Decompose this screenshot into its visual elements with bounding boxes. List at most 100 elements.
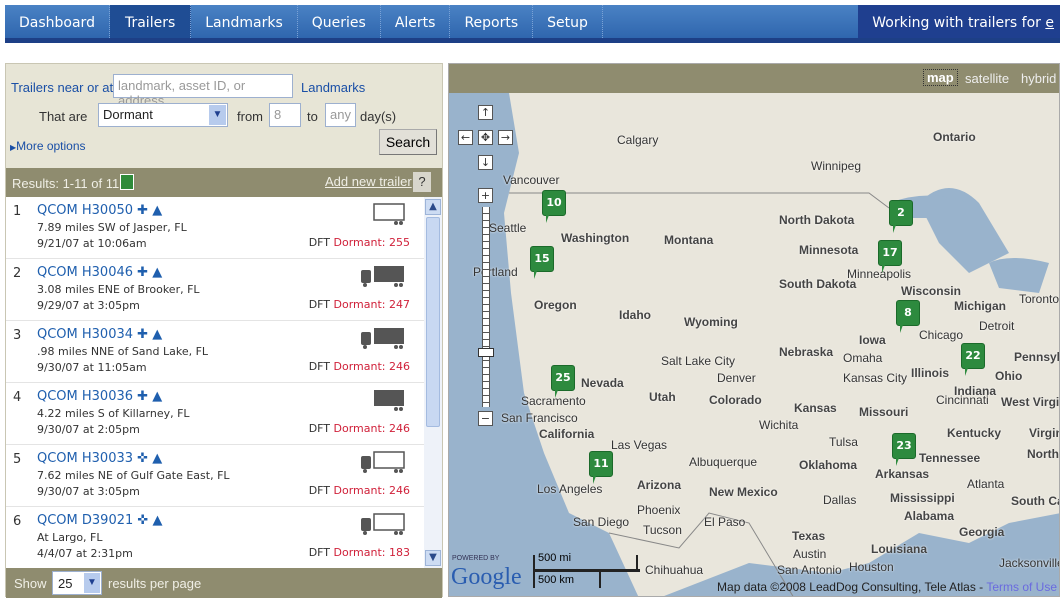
map-label: Michigan	[954, 299, 1007, 313]
excel-export-icon[interactable]	[120, 174, 134, 190]
table-row[interactable]: 5 QCOM H30033 ✜ ▲ 7.62 miles NE of Gulf …	[6, 445, 424, 507]
working-link[interactable]: e	[1045, 15, 1054, 31]
zoom-in-icon[interactable]: +	[478, 188, 493, 203]
dormant-status: Dormant: 246	[333, 484, 410, 497]
trailer-location: At Largo, FL	[37, 531, 103, 544]
landmarks-link[interactable]: Landmarks	[301, 80, 366, 95]
from-label: from	[237, 109, 263, 124]
map-type-hybrid[interactable]: hybrid	[1021, 71, 1057, 86]
trailer-loaded-icon	[374, 390, 404, 411]
results-scrollbar[interactable]: ▲ ▼	[424, 197, 442, 568]
table-row[interactable]: 6 QCOM D39021 ✜ ▲ At Largo, FL 4/4/07 at…	[6, 507, 424, 568]
near-input[interactable]: landmark, asset ID, or address	[113, 74, 293, 108]
warning-icon[interactable]: ▲	[152, 451, 163, 466]
trailer-status: DFT Dormant: 246	[309, 422, 410, 435]
from-input[interactable]: 8	[269, 103, 301, 127]
table-row[interactable]: 4 QCOM H30036 ✚ ▲ 4.22 miles S of Killar…	[6, 383, 424, 445]
pan-up-icon[interactable]: ↑	[478, 105, 493, 120]
pan-left-icon[interactable]: ←	[458, 130, 473, 145]
trailer-id-link[interactable]: QCOM D39021 ✜ ▲	[37, 513, 162, 528]
pan-right-icon[interactable]: →	[498, 130, 513, 145]
per-page-select[interactable]: 25 ▼	[52, 571, 102, 595]
warning-icon[interactable]: ▲	[152, 327, 163, 342]
nav-dashboard[interactable]: Dashboard	[5, 5, 110, 38]
trailer-id: QCOM H30034	[37, 327, 134, 342]
working-text: Working with trailers for	[872, 15, 1041, 31]
plus-outline-icon[interactable]: ✜	[137, 513, 149, 528]
nav-setup[interactable]: Setup	[533, 5, 603, 38]
map-marker[interactable]: 10	[542, 190, 566, 223]
google-logo[interactable]: Google	[451, 564, 522, 590]
trailer-id-link[interactable]: QCOM H30036 ✚ ▲	[37, 389, 162, 404]
pan-center-icon[interactable]: ✥	[478, 130, 493, 145]
map-label: Las Vegas	[611, 438, 668, 452]
map-marker[interactable]: 17	[878, 240, 902, 273]
table-row[interactable]: 3 QCOM H30034 ✚ ▲ .98 miles NNE of Sand …	[6, 321, 424, 383]
status-code: DFT	[308, 360, 331, 373]
table-row[interactable]: 2 QCOM H30046 ✚ ▲ 3.08 miles ENE of Broo…	[6, 259, 424, 321]
that-are-label: That are	[39, 109, 88, 124]
more-options-label: More options	[16, 139, 86, 153]
truck-empty-icon	[361, 451, 405, 473]
nav-queries[interactable]: Queries	[298, 5, 381, 38]
map-marker[interactable]: 25	[551, 365, 575, 398]
map-marker[interactable]: 8	[896, 300, 920, 333]
map-label: California	[539, 427, 595, 441]
map-canvas[interactable]: Calgary Ontario Winnipeg Vancouver Seattle Wa…	[449, 93, 1059, 596]
map-type-map[interactable]: map	[923, 69, 958, 86]
search-button[interactable]: Search	[379, 129, 437, 155]
map-type-bar: map satellite hybrid	[449, 64, 1059, 93]
map-marker[interactable]: 22	[961, 343, 985, 376]
zoom-slider-handle[interactable]	[478, 348, 494, 357]
table-row[interactable]: 1 QCOM H30050 ✚ ▲ 7.89 miles SW of Jaspe…	[6, 197, 424, 259]
trailer-status: DFT Dormant: 247	[309, 298, 410, 311]
pan-down-icon[interactable]: ↓	[478, 155, 493, 170]
map-label: South Dakota	[779, 277, 857, 291]
plus-outline-icon[interactable]: ✜	[137, 451, 149, 466]
trailer-id-link[interactable]: QCOM H30046 ✚ ▲	[37, 265, 162, 280]
plus-icon[interactable]: ✚	[137, 327, 149, 342]
scale-mi: 500 mi	[538, 552, 572, 564]
trailer-id-link[interactable]: QCOM H30034 ✚ ▲	[37, 327, 162, 342]
zoom-out-icon[interactable]: −	[478, 411, 493, 426]
warning-icon[interactable]: ▲	[152, 265, 163, 280]
map-label: Sacramento	[521, 394, 586, 408]
show-label: Show	[14, 576, 47, 591]
scroll-down-icon[interactable]: ▼	[425, 550, 441, 566]
trailer-id-link[interactable]: QCOM H30050 ✚ ▲	[37, 203, 162, 218]
plus-icon[interactable]: ✚	[137, 203, 149, 218]
map-marker[interactable]: 15	[530, 246, 554, 279]
map-type-satellite[interactable]: satellite	[965, 71, 1010, 86]
warning-icon[interactable]: ▲	[152, 203, 163, 218]
map-label: Atlanta	[967, 477, 1005, 491]
nav-trailers[interactable]: Trailers	[109, 5, 192, 38]
row-number: 1	[13, 204, 22, 219]
scroll-thumb[interactable]	[426, 217, 440, 427]
nav-alerts[interactable]: Alerts	[381, 5, 451, 38]
scroll-up-icon[interactable]: ▲	[425, 199, 441, 215]
per-page-label: results per page	[108, 576, 202, 591]
warning-icon[interactable]: ▲	[152, 513, 163, 528]
scale-km: 500 km	[538, 574, 575, 586]
warning-icon[interactable]: ▲	[152, 389, 163, 404]
map-marker[interactable]: 23	[892, 433, 916, 466]
plus-icon[interactable]: ✚	[137, 389, 149, 404]
trailer-id-link[interactable]: QCOM H30033 ✜ ▲	[37, 451, 162, 466]
triangle-right-icon: ▶	[10, 143, 17, 152]
nav-reports[interactable]: Reports	[450, 5, 534, 38]
map-marker[interactable]: 2	[889, 200, 913, 233]
plus-icon[interactable]: ✚	[137, 265, 149, 280]
nav-landmarks[interactable]: Landmarks	[191, 5, 298, 38]
more-options-link[interactable]: ▶More options	[10, 139, 86, 153]
map-marker[interactable]: 11	[589, 451, 613, 484]
terms-of-use-link[interactable]: Terms of Use	[986, 580, 1057, 594]
status-select[interactable]: Dormant ▼	[98, 103, 228, 127]
zoom-slider[interactable]	[482, 207, 490, 407]
help-button[interactable]: ?	[413, 172, 431, 192]
main-nav: Dashboard Trailers Landmarks Queries Ale…	[5, 5, 1060, 43]
to-input[interactable]: any	[325, 103, 356, 127]
map-label: Minnesota	[799, 243, 859, 257]
add-new-trailer-link[interactable]: Add new trailer	[325, 174, 412, 189]
map-label: Nevada	[581, 376, 624, 390]
map-label: Idaho	[619, 308, 651, 322]
